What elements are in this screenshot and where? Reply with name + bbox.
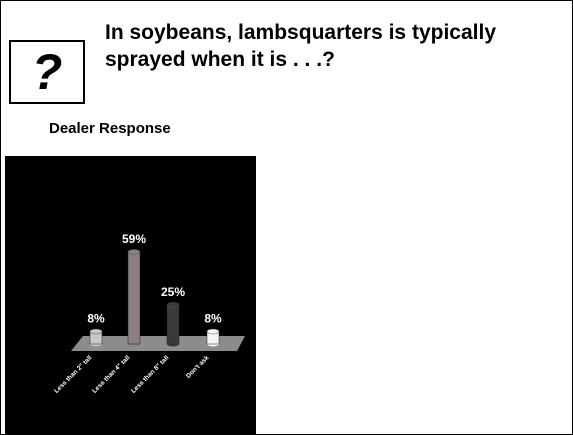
- bar-top: [166, 302, 180, 308]
- bar-top: [127, 249, 141, 255]
- bar-top: [89, 328, 103, 335]
- bar: [166, 304, 180, 345]
- bar: [127, 251, 141, 345]
- data-label: 8%: [87, 312, 105, 326]
- question-icon: ?: [9, 40, 85, 104]
- subtitle: Dealer Response: [49, 120, 171, 137]
- data-label: 25%: [161, 285, 185, 299]
- data-label: 8%: [204, 312, 222, 326]
- floor: [71, 336, 245, 351]
- data-label: 59%: [122, 232, 146, 246]
- bar-top: [206, 328, 220, 335]
- question-title: In soybeans, lambsquarters is typically …: [105, 21, 496, 71]
